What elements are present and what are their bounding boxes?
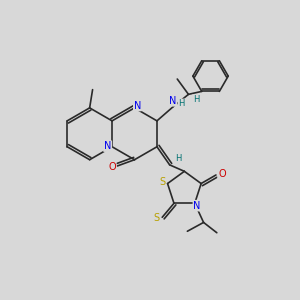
Text: O: O (108, 161, 116, 172)
Text: H: H (178, 99, 184, 108)
Text: N: N (169, 96, 176, 106)
Text: N: N (104, 141, 111, 151)
Text: S: S (153, 213, 159, 223)
Text: O: O (218, 169, 226, 178)
Text: N: N (194, 201, 201, 211)
Text: N: N (134, 100, 141, 110)
Text: S: S (159, 177, 165, 187)
Text: H: H (175, 154, 181, 164)
Text: H: H (193, 95, 199, 104)
